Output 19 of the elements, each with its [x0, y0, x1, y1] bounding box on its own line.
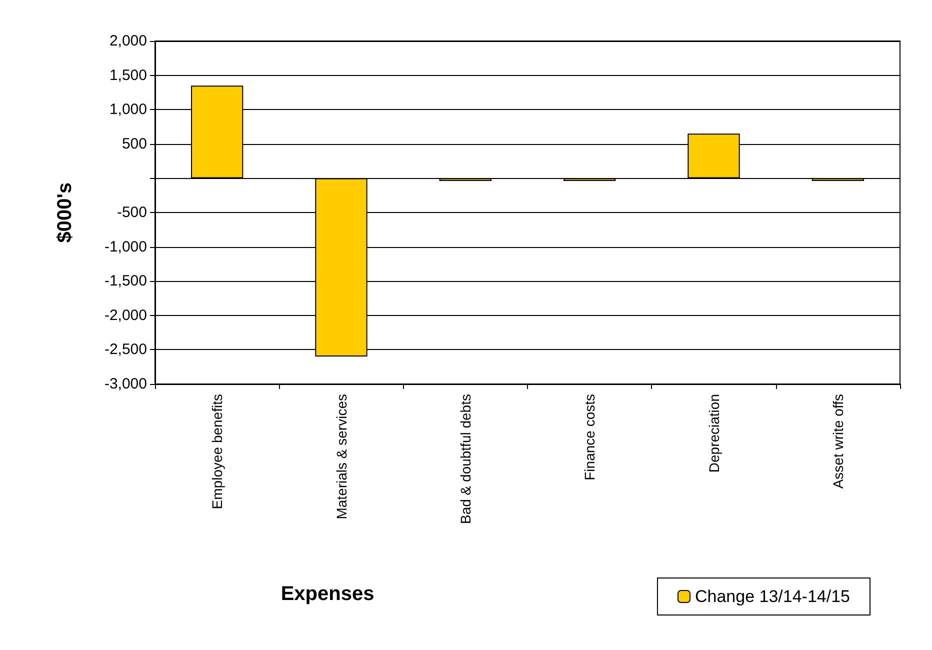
x-tick-label: Finance costs [582, 394, 598, 480]
legend-label: Change 13/14-14/15 [694, 587, 850, 606]
y-tick-label: -500 [116, 204, 147, 221]
y-tick-label: -2,000 [104, 306, 147, 324]
y-tick-label: -3,000 [104, 376, 147, 392]
x-tick-label: Bad & doubtful debts [457, 394, 474, 524]
y-tick-label: 500 [122, 135, 147, 152]
y-tick-label: -2,500 [104, 341, 147, 358]
y-tick-label: 2,000 [109, 32, 147, 50]
y-axis-title: $000's [54, 182, 76, 243]
y-tick-label: 1,500 [109, 66, 147, 84]
y-tick-label: -1,500 [104, 272, 147, 290]
x-tick-label: Depreciation [706, 394, 722, 473]
y-tick-label: 1,000 [109, 101, 147, 118]
x-tick-label: Asset write offs [830, 394, 846, 489]
x-tick-label: Employee benefits [209, 394, 226, 510]
y-tick-label: -1,000 [104, 238, 147, 256]
x-tick-label: Materials & services [333, 394, 350, 520]
x-axis-title: Expenses [280, 583, 374, 605]
